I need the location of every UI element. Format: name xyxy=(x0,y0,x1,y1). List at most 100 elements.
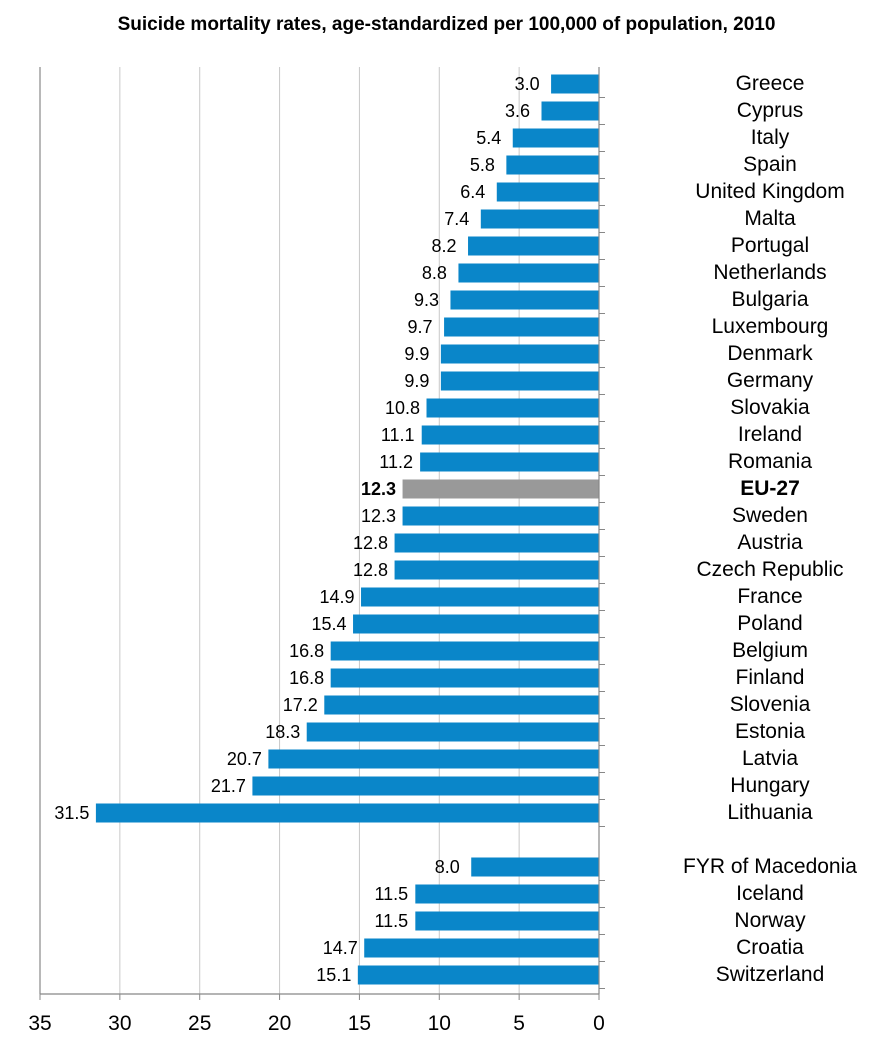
value-label: 9.7 xyxy=(408,317,433,337)
value-label: 8.8 xyxy=(422,263,447,283)
x-tick-label: 0 xyxy=(593,1012,605,1035)
value-label: 21.7 xyxy=(211,776,246,796)
value-label: 14.7 xyxy=(323,938,358,958)
x-tick-label: 35 xyxy=(28,1012,51,1035)
category-label: Slovakia xyxy=(730,396,810,419)
value-label: 12.3 xyxy=(361,506,396,526)
category-label: Norway xyxy=(734,909,806,932)
value-label: 18.3 xyxy=(265,722,300,742)
category-label: Greece xyxy=(736,72,805,95)
bar xyxy=(252,776,600,796)
labels: 35 30 25 20 15 10 5 0 3.0 Greece 3.6 Cyprus 5.4 Italy… xyxy=(28,72,857,1035)
value-label: 12.8 xyxy=(353,560,388,580)
bar xyxy=(95,803,600,823)
bar xyxy=(444,317,599,337)
chart-title: Suicide mortality rates, age-standardize… xyxy=(117,14,776,35)
value-label: 9.9 xyxy=(404,344,429,364)
bar xyxy=(480,209,599,229)
category-label: Poland xyxy=(737,612,802,635)
bar xyxy=(420,452,599,472)
category-label: Finland xyxy=(736,666,805,689)
category-label: EU-27 xyxy=(740,477,800,500)
category-label: Lithuania xyxy=(727,801,813,824)
value-label: 9.9 xyxy=(404,371,429,391)
category-label: Estonia xyxy=(735,720,805,743)
value-label: 8.0 xyxy=(435,857,460,877)
value-label: 5.8 xyxy=(470,155,495,175)
bar xyxy=(357,965,599,985)
bar xyxy=(421,425,599,445)
category-label: Croatia xyxy=(736,936,804,959)
bar xyxy=(268,749,599,769)
category-label: Denmark xyxy=(727,342,813,365)
category-label: FYR of Macedonia xyxy=(683,855,857,878)
value-label: 11.1 xyxy=(381,425,415,445)
value-label: 8.2 xyxy=(432,236,457,256)
category-label: Spain xyxy=(743,153,797,176)
bar xyxy=(394,560,599,580)
bar xyxy=(361,587,599,607)
value-label: 12.3 xyxy=(361,479,396,499)
category-label: Bulgaria xyxy=(731,288,808,311)
x-tick-label: 25 xyxy=(188,1012,211,1035)
category-label: Latvia xyxy=(742,747,798,770)
bar xyxy=(415,911,599,931)
bar xyxy=(364,938,599,958)
category-label: Switzerland xyxy=(716,963,825,986)
value-label: 31.5 xyxy=(54,803,89,823)
category-label: Ireland xyxy=(738,423,802,446)
category-label: Belgium xyxy=(732,639,808,662)
category-label: France xyxy=(737,585,802,608)
category-label: Netherlands xyxy=(713,261,826,284)
bar xyxy=(394,533,599,553)
bar xyxy=(458,263,599,283)
value-label: 16.8 xyxy=(289,668,324,688)
bar xyxy=(330,641,599,661)
value-label: 11.2 xyxy=(379,452,413,472)
value-label: 5.4 xyxy=(476,128,501,148)
value-label: 15.4 xyxy=(312,614,347,634)
bar xyxy=(512,128,599,148)
value-label: 6.4 xyxy=(460,182,485,202)
x-tick-label: 20 xyxy=(268,1012,291,1035)
category-label: Germany xyxy=(727,369,814,392)
x-tick-label: 15 xyxy=(348,1012,371,1035)
value-label: 11.5 xyxy=(374,884,408,904)
x-tick-label: 10 xyxy=(428,1012,451,1035)
category-label: Czech Republic xyxy=(696,558,843,581)
bar xyxy=(440,344,599,364)
category-label: Hungary xyxy=(730,774,810,797)
category-label: Italy xyxy=(751,126,790,149)
value-label: 7.4 xyxy=(444,209,469,229)
value-label: 12.8 xyxy=(353,533,388,553)
bar xyxy=(551,74,599,94)
value-label: 3.6 xyxy=(505,101,530,121)
x-tick-label: 5 xyxy=(513,1012,525,1035)
bar xyxy=(471,857,599,877)
bar xyxy=(440,371,599,391)
value-label: 15.1 xyxy=(316,965,351,985)
category-label: Austria xyxy=(737,531,803,554)
value-label: 14.9 xyxy=(320,587,355,607)
bar xyxy=(353,614,599,634)
category-label: Cyprus xyxy=(737,99,804,122)
axes xyxy=(39,67,605,1000)
bar xyxy=(324,695,599,715)
category-label: Sweden xyxy=(732,504,808,527)
value-label: 10.8 xyxy=(385,398,420,418)
category-label: Luxembourg xyxy=(712,315,829,338)
bar xyxy=(402,506,599,526)
category-label: United Kingdom xyxy=(695,180,844,203)
category-label: Iceland xyxy=(736,882,804,905)
bar xyxy=(468,236,599,256)
bar xyxy=(330,668,599,688)
bar-highlight xyxy=(402,479,599,499)
value-label: 9.3 xyxy=(414,290,439,310)
value-label: 17.2 xyxy=(283,695,318,715)
bar xyxy=(415,884,599,904)
bar xyxy=(496,182,599,202)
bar xyxy=(306,722,599,742)
value-label: 11.5 xyxy=(374,911,408,931)
bar xyxy=(541,101,599,121)
